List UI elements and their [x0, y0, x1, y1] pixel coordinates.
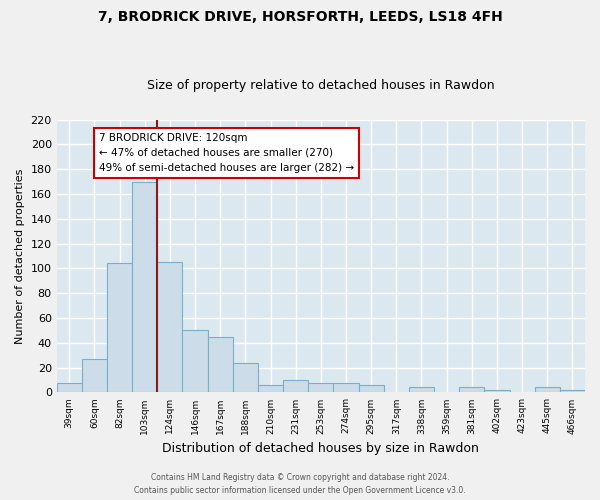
Bar	[535, 388, 560, 392]
Bar	[359, 385, 384, 392]
Text: 7 BRODRICK DRIVE: 120sqm
← 47% of detached houses are smaller (270)
49% of semi-: 7 BRODRICK DRIVE: 120sqm ← 47% of detach…	[99, 133, 354, 173]
Bar	[107, 264, 132, 392]
Bar	[484, 390, 509, 392]
Bar	[283, 380, 308, 392]
Bar	[82, 359, 107, 392]
Text: Contains HM Land Registry data © Crown copyright and database right 2024.
Contai: Contains HM Land Registry data © Crown c…	[134, 474, 466, 495]
Bar	[157, 262, 182, 392]
Bar	[334, 382, 359, 392]
Bar	[182, 330, 208, 392]
Title: Size of property relative to detached houses in Rawdon: Size of property relative to detached ho…	[147, 79, 494, 92]
Bar	[258, 385, 283, 392]
Bar	[132, 182, 157, 392]
Bar	[459, 388, 484, 392]
Bar	[56, 382, 82, 392]
Bar	[233, 362, 258, 392]
Text: 7, BRODRICK DRIVE, HORSFORTH, LEEDS, LS18 4FH: 7, BRODRICK DRIVE, HORSFORTH, LEEDS, LS1…	[98, 10, 502, 24]
X-axis label: Distribution of detached houses by size in Rawdon: Distribution of detached houses by size …	[163, 442, 479, 455]
Bar	[409, 388, 434, 392]
Bar	[308, 382, 334, 392]
Bar	[560, 390, 585, 392]
Bar	[208, 336, 233, 392]
Y-axis label: Number of detached properties: Number of detached properties	[15, 168, 25, 344]
